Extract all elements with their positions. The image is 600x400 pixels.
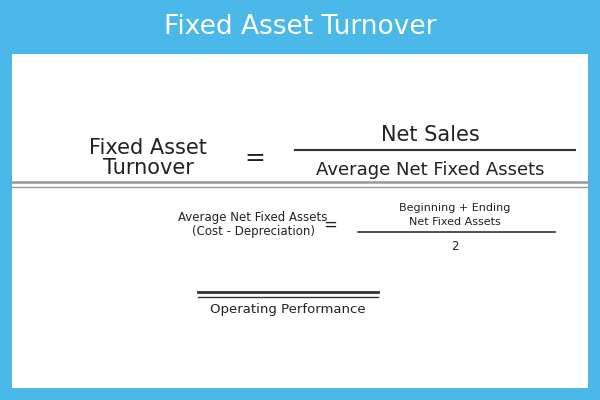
Text: Net Sales: Net Sales	[380, 125, 479, 145]
FancyBboxPatch shape	[12, 54, 588, 388]
Text: Operating Performance: Operating Performance	[210, 304, 366, 316]
Text: Average Net Fixed Assets: Average Net Fixed Assets	[316, 161, 544, 179]
Text: Average Net Fixed Assets: Average Net Fixed Assets	[178, 212, 328, 224]
Text: Fixed Asset: Fixed Asset	[89, 138, 207, 158]
Text: =: =	[323, 216, 337, 234]
Text: Fixed Asset Turnover: Fixed Asset Turnover	[164, 14, 436, 40]
Text: =: =	[245, 146, 265, 170]
Text: Turnover: Turnover	[103, 158, 193, 178]
Text: 2: 2	[451, 240, 459, 252]
Text: Net Fixed Assets: Net Fixed Assets	[409, 217, 501, 227]
Text: Beginning + Ending: Beginning + Ending	[400, 203, 511, 213]
Text: (Cost - Depreciation): (Cost - Depreciation)	[191, 226, 314, 238]
